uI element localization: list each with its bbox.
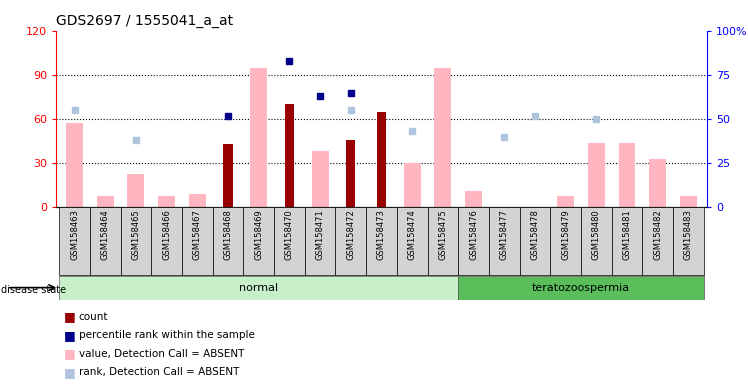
FancyBboxPatch shape <box>59 276 459 300</box>
FancyBboxPatch shape <box>59 207 90 275</box>
Text: GSM158466: GSM158466 <box>162 209 171 260</box>
Text: GSM158465: GSM158465 <box>132 209 141 260</box>
Text: GSM158477: GSM158477 <box>500 209 509 260</box>
Text: GSM158482: GSM158482 <box>653 209 662 260</box>
Bar <box>465 191 482 207</box>
Text: ■: ■ <box>64 366 76 379</box>
Bar <box>619 142 636 207</box>
FancyBboxPatch shape <box>120 207 151 275</box>
Text: ■: ■ <box>64 347 76 360</box>
Text: GDS2697 / 1555041_a_at: GDS2697 / 1555041_a_at <box>56 14 233 28</box>
Text: GSM158472: GSM158472 <box>346 209 355 260</box>
FancyBboxPatch shape <box>335 207 366 275</box>
Text: GSM158467: GSM158467 <box>193 209 202 260</box>
FancyBboxPatch shape <box>489 207 520 275</box>
Text: normal: normal <box>239 283 278 293</box>
Text: GSM158470: GSM158470 <box>285 209 294 260</box>
Bar <box>649 159 666 207</box>
Bar <box>377 112 386 207</box>
Bar <box>588 142 605 207</box>
Text: disease state: disease state <box>1 285 67 295</box>
Text: rank, Detection Call = ABSENT: rank, Detection Call = ABSENT <box>79 367 239 377</box>
Text: GSM158478: GSM158478 <box>530 209 539 260</box>
Text: GSM158463: GSM158463 <box>70 209 79 260</box>
Text: ■: ■ <box>64 310 76 323</box>
Text: GSM158481: GSM158481 <box>622 209 631 260</box>
Text: GSM158479: GSM158479 <box>561 209 570 260</box>
Bar <box>404 163 420 207</box>
FancyBboxPatch shape <box>673 207 704 275</box>
Text: percentile rank within the sample: percentile rank within the sample <box>79 330 254 340</box>
FancyBboxPatch shape <box>274 207 304 275</box>
Bar <box>435 68 451 207</box>
FancyBboxPatch shape <box>551 207 581 275</box>
Text: GSM158483: GSM158483 <box>684 209 693 260</box>
Text: GSM158468: GSM158468 <box>224 209 233 260</box>
FancyBboxPatch shape <box>520 207 551 275</box>
FancyBboxPatch shape <box>212 207 243 275</box>
Text: GSM158475: GSM158475 <box>438 209 447 260</box>
Text: count: count <box>79 312 108 322</box>
Text: GSM158471: GSM158471 <box>316 209 325 260</box>
FancyBboxPatch shape <box>90 207 120 275</box>
FancyBboxPatch shape <box>612 207 643 275</box>
Bar <box>188 194 206 207</box>
FancyBboxPatch shape <box>397 207 428 275</box>
Text: GSM158474: GSM158474 <box>408 209 417 260</box>
Bar <box>285 104 294 207</box>
Text: GSM158473: GSM158473 <box>377 209 386 260</box>
Bar <box>680 195 697 207</box>
Bar <box>251 68 267 207</box>
Bar <box>312 151 328 207</box>
Bar <box>127 174 144 207</box>
Text: value, Detection Call = ABSENT: value, Detection Call = ABSENT <box>79 349 244 359</box>
Text: GSM158480: GSM158480 <box>592 209 601 260</box>
FancyBboxPatch shape <box>182 207 212 275</box>
Bar <box>346 140 355 207</box>
FancyBboxPatch shape <box>243 207 274 275</box>
FancyBboxPatch shape <box>304 207 335 275</box>
Bar <box>557 195 574 207</box>
Bar <box>158 195 175 207</box>
Text: GSM158469: GSM158469 <box>254 209 263 260</box>
FancyBboxPatch shape <box>428 207 459 275</box>
FancyBboxPatch shape <box>459 276 704 300</box>
FancyBboxPatch shape <box>581 207 612 275</box>
Bar <box>224 144 233 207</box>
Bar <box>96 195 114 207</box>
Text: GSM158464: GSM158464 <box>101 209 110 260</box>
Bar <box>66 123 83 207</box>
FancyBboxPatch shape <box>151 207 182 275</box>
Text: teratozoospermia: teratozoospermia <box>532 283 630 293</box>
FancyBboxPatch shape <box>459 207 489 275</box>
FancyBboxPatch shape <box>366 207 397 275</box>
Text: GSM158476: GSM158476 <box>469 209 478 260</box>
FancyBboxPatch shape <box>643 207 673 275</box>
Text: ■: ■ <box>64 329 76 342</box>
